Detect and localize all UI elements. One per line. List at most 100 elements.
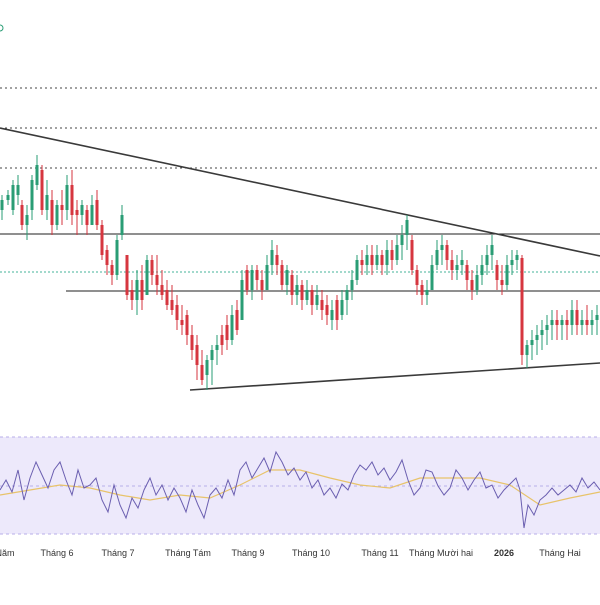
candle-body [130,290,134,300]
candle [185,310,189,345]
candle-body [16,185,20,195]
candle [540,320,544,350]
candle-body [105,250,109,265]
candle-body [50,200,54,225]
candle-body [215,345,219,350]
candle-body [240,280,244,320]
candle [180,305,184,335]
candle [235,300,239,335]
candle [305,280,309,305]
candle-body [440,245,444,250]
candle [355,255,359,285]
candle-body [30,180,34,210]
rsi-line [0,450,600,529]
candle-body [255,270,259,280]
candle [565,310,569,340]
candle-body [335,300,339,320]
candle-body [405,220,409,235]
grid-layer [0,87,600,273]
candle [80,200,84,225]
candle-body [85,210,89,225]
candle-body [420,285,424,295]
candle [140,265,144,310]
candle-body [45,195,49,210]
indicator-marker [0,24,4,32]
candle [465,260,469,290]
candle-body [270,250,274,265]
candle-body [195,345,199,365]
candle-body [320,300,324,310]
candle [415,265,419,295]
candle-body [515,255,519,260]
candle-body [400,235,404,245]
candle-body [555,320,559,325]
candle [260,270,264,300]
candle-body [565,320,569,325]
candle-body [495,265,499,280]
candle [60,190,64,225]
candle [165,280,169,310]
candle-body [390,250,394,260]
candle [325,295,329,325]
candle-body [290,275,294,295]
x-tick-label: Năm [0,548,15,558]
candle-body [0,200,4,210]
candle-body [225,325,229,340]
candle-body [375,255,379,265]
candle [585,305,589,335]
candle [320,290,324,320]
candle [85,205,89,235]
candle-body [360,260,364,265]
candle [570,300,574,335]
candle-body [110,265,114,275]
candle-body [280,265,284,285]
candle-body [315,295,319,305]
candle-layer [0,155,599,390]
candle-body [275,255,279,265]
x-tick-label: Tháng Hai [539,548,581,558]
candle [45,180,49,220]
candle-body [550,320,554,325]
candle-body [25,215,29,225]
candle-body [120,215,124,235]
candle-body [520,258,524,355]
candle-body [415,270,419,285]
candle [280,260,284,290]
candle-body [90,205,94,225]
candle-body [6,195,10,200]
candle [290,270,294,305]
candle-body [465,265,469,280]
candle-body [500,280,504,285]
candle [340,290,344,320]
candle-body [160,285,164,295]
candle-body [385,250,389,265]
candle [420,280,424,305]
candle [250,265,254,300]
candle [560,315,564,340]
rsi-layer [0,436,600,535]
candle-body [285,270,289,285]
candle [375,245,379,270]
candle [125,255,129,300]
candle [505,255,509,290]
candle-body [230,315,234,340]
candle [6,190,10,205]
candle [20,200,24,230]
x-tick-label: Tháng 9 [231,548,264,558]
candle-body [300,285,304,300]
candle-body [365,255,369,265]
candle [135,270,139,315]
candle-body [325,305,329,315]
candle-body [135,280,139,300]
candle-body [505,265,509,285]
descending-trendline [0,127,600,257]
candle [595,305,599,335]
candle [240,270,244,320]
candle [530,330,534,360]
candle [470,270,474,300]
candle-body [200,365,204,380]
candle [445,240,449,270]
candle-body [575,310,579,325]
candle [365,245,369,275]
candle-body [40,170,44,210]
